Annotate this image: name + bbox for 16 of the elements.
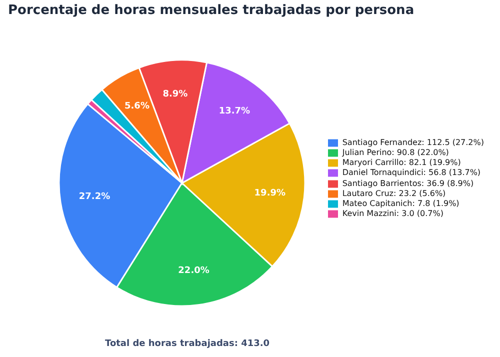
legend-label: Maryori Carrillo: 82.1 (19.9%)	[342, 158, 461, 168]
legend-label: Julian Perino: 90.8 (22.0%)	[342, 148, 449, 158]
legend-label: Lautaro Cruz: 23.2 (5.6%)	[342, 188, 446, 198]
legend-label: Santiago Barrientos: 36.9 (8.9%)	[342, 178, 474, 188]
text: Total de horas trabajadas: 413.0	[105, 339, 270, 349]
data-label: 19.9%	[254, 188, 286, 199]
data-label: 13.7%	[218, 106, 250, 117]
data-label: 22.0%	[178, 266, 210, 276]
legend-label: Daniel Tornaquindici: 56.8 (13.7%)	[342, 168, 481, 178]
legend-label: Santiago Fernandez: 112.5 (27.2%)	[342, 138, 484, 147]
data-label: 8.9%	[162, 90, 188, 100]
chart-title: Porcentaje de horas mensuales trabajadas por persona	[8, 3, 414, 18]
data-label: 27.2%	[78, 192, 110, 202]
legend-label: Kevin Mazzini: 3.0 (0.7%)	[342, 209, 444, 218]
legend-label: Mateo Capitanich: 7.8 (1.9%)	[342, 199, 460, 208]
data-label: 5.6%	[124, 102, 150, 112]
